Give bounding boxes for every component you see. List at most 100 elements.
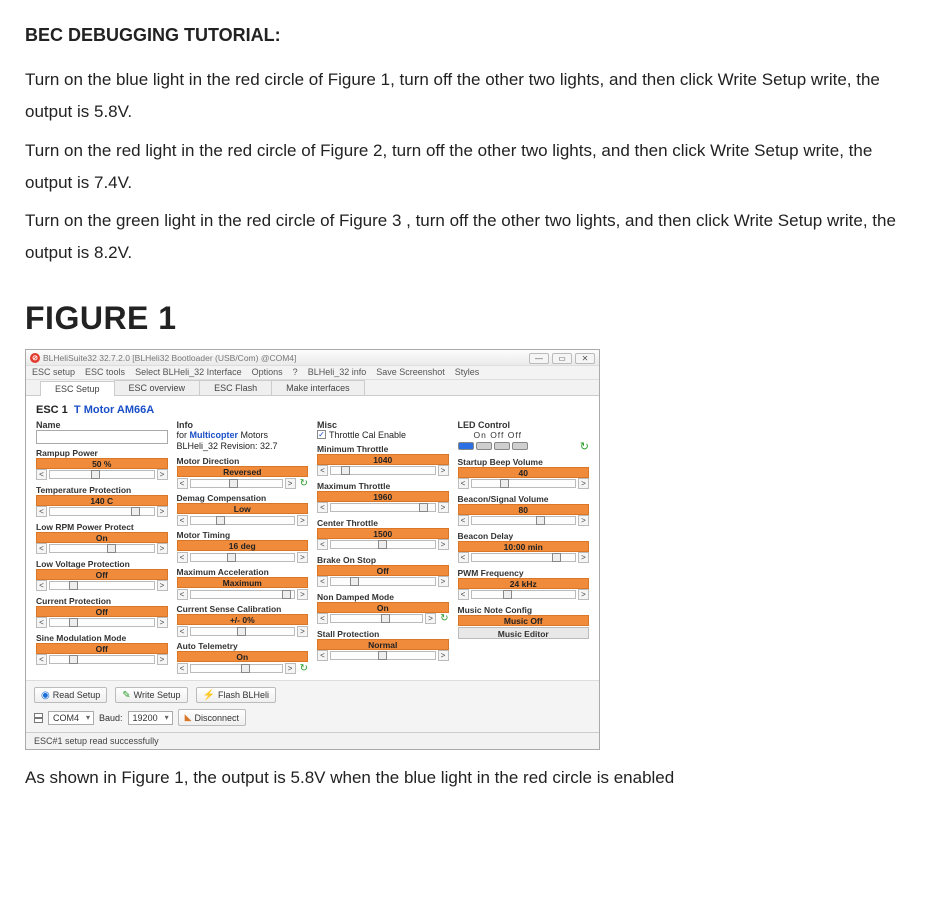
slider-right-button[interactable]: > (438, 576, 449, 587)
slider-track[interactable] (471, 590, 577, 599)
slider-thumb[interactable] (69, 581, 78, 590)
param-refresh-icon[interactable]: ↻ (440, 613, 448, 624)
slider-left-button[interactable]: < (177, 663, 188, 674)
slider-thumb[interactable] (503, 590, 512, 599)
slider-left-button[interactable]: < (458, 478, 469, 489)
disconnect-button[interactable]: ◣ Disconnect (178, 709, 246, 726)
slider-left-button[interactable]: < (317, 465, 328, 476)
slider-left-button[interactable]: < (317, 576, 328, 587)
slider-track[interactable] (190, 479, 283, 488)
slider-left-button[interactable]: < (177, 515, 188, 526)
slider-thumb[interactable] (91, 470, 100, 479)
slider-track[interactable] (471, 516, 577, 525)
name-input[interactable] (36, 430, 168, 444)
slider-thumb[interactable] (500, 479, 509, 488)
param-slider[interactable]: <> (36, 580, 168, 592)
slider-thumb[interactable] (227, 553, 236, 562)
slider-right-button[interactable]: > (578, 478, 589, 489)
slider-thumb[interactable] (378, 651, 387, 660)
maximize-button[interactable]: ▭ (552, 353, 572, 364)
param-slider[interactable]: <> (317, 650, 449, 662)
slider-thumb[interactable] (350, 577, 359, 586)
menu-options[interactable]: Options (252, 367, 283, 377)
read-setup-button[interactable]: ◉ Read Setup (34, 687, 107, 703)
slider-track[interactable] (471, 479, 577, 488)
slider-thumb[interactable] (552, 553, 561, 562)
menu-esc-setup[interactable]: ESC setup (32, 367, 75, 377)
menu-blheli-info[interactable]: BLHeli_32 info (308, 367, 367, 377)
slider-track[interactable] (330, 540, 436, 549)
throttle-cal-checkbox[interactable]: ✓ (317, 430, 326, 439)
slider-left-button[interactable]: < (36, 617, 47, 628)
slider-thumb[interactable] (131, 507, 140, 516)
menu-styles[interactable]: Styles (455, 367, 480, 377)
slider-right-button[interactable]: > (157, 580, 168, 591)
slider-left-button[interactable]: < (317, 539, 328, 550)
slider-left-button[interactable]: < (177, 478, 188, 489)
param-slider[interactable]: < > ↻ (177, 477, 309, 489)
slider-right-button[interactable]: > (438, 465, 449, 476)
slider-track[interactable] (49, 470, 155, 479)
slider-thumb[interactable] (381, 614, 390, 623)
slider-track[interactable] (330, 503, 436, 512)
slider-thumb[interactable] (69, 618, 78, 627)
slider-left-button[interactable]: < (177, 552, 188, 563)
slider-left-button[interactable]: < (36, 469, 47, 480)
slider-thumb[interactable] (419, 503, 428, 512)
slider-track[interactable] (190, 627, 296, 636)
led-3[interactable] (494, 442, 510, 450)
slider-left-button[interactable]: < (36, 506, 47, 517)
slider-right-button[interactable]: > (157, 543, 168, 554)
slider-track[interactable] (330, 651, 436, 660)
param-slider[interactable]: <> (36, 654, 168, 666)
slider-thumb[interactable] (229, 479, 238, 488)
slider-left-button[interactable]: < (458, 515, 469, 526)
param-slider[interactable]: <> (36, 543, 168, 555)
slider-thumb[interactable] (107, 544, 116, 553)
slider-left-button[interactable]: < (177, 626, 188, 637)
slider-left-button[interactable]: < (458, 589, 469, 600)
slider-thumb[interactable] (237, 627, 246, 636)
slider-right-button[interactable]: > (578, 515, 589, 526)
param-slider[interactable]: <> (177, 625, 309, 637)
param-refresh-icon[interactable]: ↻ (300, 478, 308, 489)
slider-track[interactable] (49, 544, 155, 553)
slider-right-button[interactable]: > (438, 502, 449, 513)
param-slider[interactable]: <> (177, 588, 309, 600)
param-slider[interactable]: <> (36, 469, 168, 481)
slider-left-button[interactable]: < (36, 654, 47, 665)
param-slider[interactable]: <> (317, 576, 449, 588)
slider-right-button[interactable]: > (285, 663, 296, 674)
led-refresh-icon[interactable]: ↻ (580, 440, 589, 453)
param-slider[interactable]: <> (317, 502, 449, 514)
param-slider[interactable]: <>↻ (317, 613, 449, 625)
tab-make-interfaces[interactable]: Make interfaces (271, 380, 365, 395)
slider-right-button[interactable]: > (157, 506, 168, 517)
menu-save-screenshot[interactable]: Save Screenshot (376, 367, 445, 377)
slider-thumb[interactable] (282, 590, 291, 599)
slider-right-button[interactable]: > (438, 539, 449, 550)
param-slider[interactable]: <> (177, 514, 309, 526)
led-4[interactable] (512, 442, 528, 450)
slider-thumb[interactable] (341, 466, 350, 475)
slider-track[interactable] (190, 664, 283, 673)
slider-right-button[interactable]: > (285, 478, 296, 489)
slider-right-button[interactable]: > (297, 589, 308, 600)
param-refresh-icon[interactable]: ↻ (300, 663, 308, 674)
param-slider[interactable]: < > ↻ (177, 662, 309, 674)
slider-track[interactable] (471, 553, 577, 562)
slider-right-button[interactable]: > (297, 515, 308, 526)
slider-track[interactable] (190, 553, 296, 562)
slider-right-button[interactable]: > (297, 626, 308, 637)
param-slider[interactable]: <> (458, 515, 590, 527)
param-slider[interactable]: <> (177, 551, 309, 563)
slider-left-button[interactable]: < (36, 580, 47, 591)
throttle-cal-row[interactable]: ✓ Throttle Cal Enable (317, 430, 449, 440)
param-slider[interactable]: <> (36, 506, 168, 518)
music-editor-button[interactable]: Music Editor (458, 627, 590, 639)
port-select[interactable]: COM4 (48, 711, 94, 725)
slider-left-button[interactable]: < (317, 502, 328, 513)
tab-esc-flash[interactable]: ESC Flash (199, 380, 272, 395)
menu-select-interface[interactable]: Select BLHeli_32 Interface (135, 367, 242, 377)
slider-track[interactable] (49, 618, 155, 627)
